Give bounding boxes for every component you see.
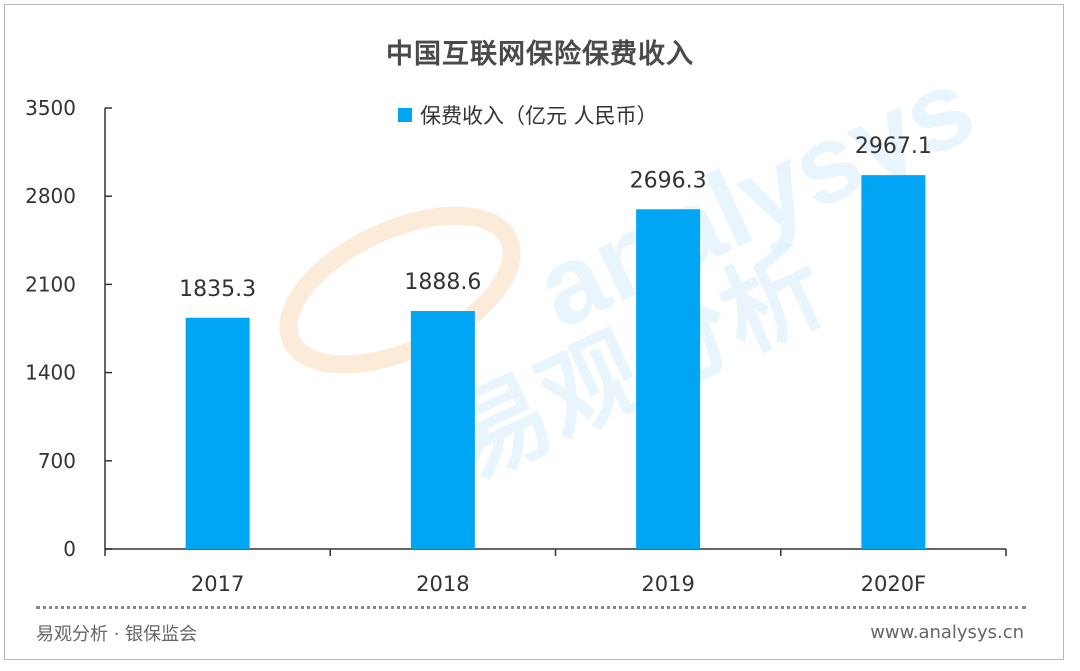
y-tick-label: 700 (38, 449, 76, 473)
y-tick-label: 1400 (25, 361, 76, 385)
data-label: 1888.6 (404, 270, 481, 295)
footer-source: 易观分析 · 银保监会 (36, 624, 198, 645)
y-tick-label: 2800 (25, 184, 76, 208)
footer-divider (36, 606, 1026, 609)
data-label: 2967.1 (855, 134, 932, 159)
x-tick-label: 2019 (641, 572, 694, 596)
y-tick-label: 0 (63, 537, 76, 561)
y-tick-label: 2100 (25, 272, 76, 296)
data-label: 1835.3 (179, 277, 256, 302)
legend: 保费收入（亿元 人民币） (398, 100, 658, 130)
chart-title: 中国互联网保险保费收入 (386, 39, 694, 70)
bar (185, 317, 250, 549)
y-tick-label: 3500 (25, 96, 76, 120)
x-tick-label: 2017 (191, 572, 244, 596)
bar (636, 209, 701, 549)
x-tick-label: 2020F (861, 572, 927, 596)
x-tick-label: 2018 (416, 572, 469, 596)
legend-label: 保费收入（亿元 人民币） (420, 104, 658, 128)
data-label: 2696.3 (630, 168, 707, 193)
bar (861, 175, 926, 550)
bar (410, 311, 475, 549)
legend-swatch (398, 108, 412, 122)
footer-url: www.analysys.cn (870, 622, 1024, 643)
